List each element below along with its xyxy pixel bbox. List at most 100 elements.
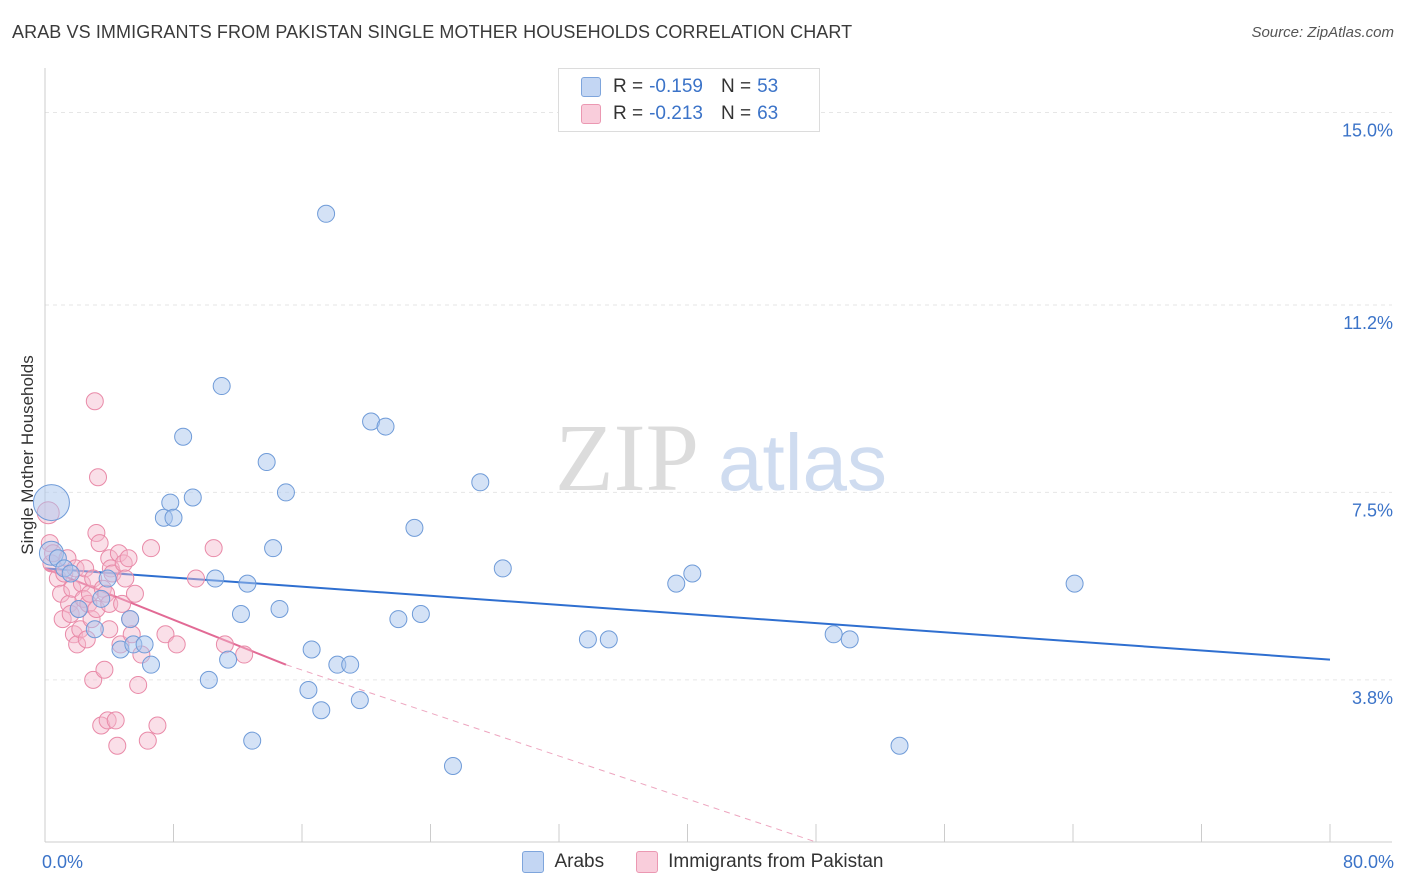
watermark-atlas: atlas bbox=[718, 418, 887, 507]
pakistan-point bbox=[129, 675, 148, 694]
x-tick-label-max: 80.0% bbox=[1342, 852, 1394, 872]
arab-points bbox=[32, 204, 1084, 776]
pakistan-point bbox=[186, 569, 205, 588]
x-tick-label-min: 0.0% bbox=[42, 852, 84, 872]
pakistan-point bbox=[138, 731, 157, 750]
y-tick-label: 15.0% bbox=[1342, 120, 1393, 140]
arab-point bbox=[299, 681, 318, 700]
pakistan-point bbox=[148, 716, 167, 735]
pakistan-points bbox=[36, 392, 254, 755]
arab-point bbox=[161, 493, 180, 512]
legend-row-arabs: R = -0.159 N = 53 bbox=[581, 74, 778, 100]
n-value: 53 bbox=[757, 76, 779, 97]
n-value: 63 bbox=[757, 103, 779, 124]
arab-point bbox=[350, 691, 369, 710]
pakistan-point bbox=[85, 392, 104, 411]
arab-point bbox=[302, 640, 321, 659]
pakistan-point bbox=[90, 534, 109, 553]
pakistan-point bbox=[109, 544, 128, 563]
arab-point bbox=[219, 650, 238, 669]
pakistan-point bbox=[116, 569, 135, 588]
trendlines bbox=[44, 567, 1331, 843]
pakistan-point bbox=[106, 711, 125, 730]
arab-point bbox=[276, 483, 295, 502]
pakistan-point bbox=[235, 645, 254, 664]
pakistan-swatch bbox=[581, 104, 601, 124]
chart-title: ARAB VS IMMIGRANTS FROM PAKISTAN SINGLE … bbox=[12, 22, 853, 42]
correlation-legend: R = -0.159 N = 53 R = -0.213 N = 63 bbox=[558, 68, 820, 132]
arab-point bbox=[493, 559, 512, 578]
r-label: R = bbox=[613, 103, 644, 124]
arab-point bbox=[840, 630, 859, 649]
arabs-swatch bbox=[581, 77, 601, 97]
pakistan-trendline bbox=[44, 567, 287, 666]
legend-item-pakistan: Immigrants from Pakistan bbox=[636, 851, 884, 873]
arabs-trendline bbox=[44, 567, 1331, 661]
r-label: R = bbox=[613, 76, 644, 97]
arab-point bbox=[164, 508, 183, 527]
watermark-zip: ZIP bbox=[555, 404, 699, 511]
arab-point bbox=[206, 569, 225, 588]
pakistan-point bbox=[89, 468, 108, 487]
legend-label-pakistan: Immigrants from Pakistan bbox=[668, 851, 884, 872]
pakistan-point bbox=[119, 549, 138, 568]
legend-label-arabs: Arabs bbox=[554, 851, 605, 872]
y-tick-labels: 3.8% 7.5% 11.2% 15.0% bbox=[1342, 120, 1393, 707]
source-credit: Source: ZipAtlas.com bbox=[1251, 24, 1394, 41]
series-legend: Arabs Immigrants from Pakistan bbox=[0, 851, 1406, 873]
axes bbox=[44, 68, 1392, 843]
arab-point bbox=[92, 589, 111, 608]
arab-point bbox=[85, 620, 104, 639]
pakistan-point bbox=[114, 554, 133, 573]
pakistan-point bbox=[215, 635, 234, 654]
arab-point bbox=[264, 539, 283, 558]
pakistan-point bbox=[95, 660, 114, 679]
arab-point bbox=[121, 610, 140, 629]
arab-point bbox=[1065, 574, 1084, 593]
arab-point bbox=[312, 701, 331, 720]
legend-item-arabs: Arabs bbox=[522, 851, 604, 873]
gridlines bbox=[45, 111, 1392, 681]
arab-point bbox=[238, 574, 257, 593]
legend-row-pakistan: R = -0.213 N = 63 bbox=[581, 101, 778, 127]
arab-point bbox=[376, 417, 395, 436]
arab-point bbox=[98, 569, 117, 588]
arab-point bbox=[890, 736, 909, 755]
r-value: -0.159 bbox=[649, 76, 703, 97]
arab-point bbox=[443, 757, 462, 776]
arab-point bbox=[183, 488, 202, 507]
arab-point bbox=[212, 377, 231, 396]
arab-point bbox=[317, 204, 336, 223]
n-label: N = bbox=[720, 103, 752, 124]
pakistan-point bbox=[68, 635, 87, 654]
pakistan-point bbox=[87, 523, 106, 542]
arab-point bbox=[405, 518, 424, 537]
arab-point bbox=[578, 630, 597, 649]
pakistan-point bbox=[113, 594, 132, 613]
arab-point bbox=[69, 599, 88, 618]
arab-point bbox=[199, 670, 218, 689]
pakistan-point bbox=[84, 670, 103, 689]
y-tick-label: 11.2% bbox=[1343, 313, 1393, 333]
arab-point bbox=[341, 655, 360, 674]
watermark: ZIP atlas bbox=[555, 404, 887, 511]
arab-point bbox=[411, 605, 430, 624]
arab-point bbox=[824, 625, 843, 644]
y-tick-label: 7.5% bbox=[1352, 500, 1393, 520]
arab-point bbox=[471, 473, 490, 492]
arab-point bbox=[599, 630, 618, 649]
r-value: -0.213 bbox=[649, 103, 703, 124]
pakistan-point bbox=[156, 625, 175, 644]
arab-point bbox=[61, 564, 80, 583]
arab-point bbox=[683, 564, 702, 583]
pakistan-point bbox=[142, 539, 161, 558]
arab-point bbox=[142, 655, 161, 674]
arab-point bbox=[231, 605, 250, 624]
pakistan-point bbox=[108, 736, 127, 755]
pakistan-point bbox=[204, 539, 223, 558]
arab-point bbox=[389, 610, 408, 629]
arab-point bbox=[243, 731, 262, 750]
arab-point bbox=[270, 599, 289, 618]
pakistan-legend-swatch bbox=[636, 851, 659, 873]
